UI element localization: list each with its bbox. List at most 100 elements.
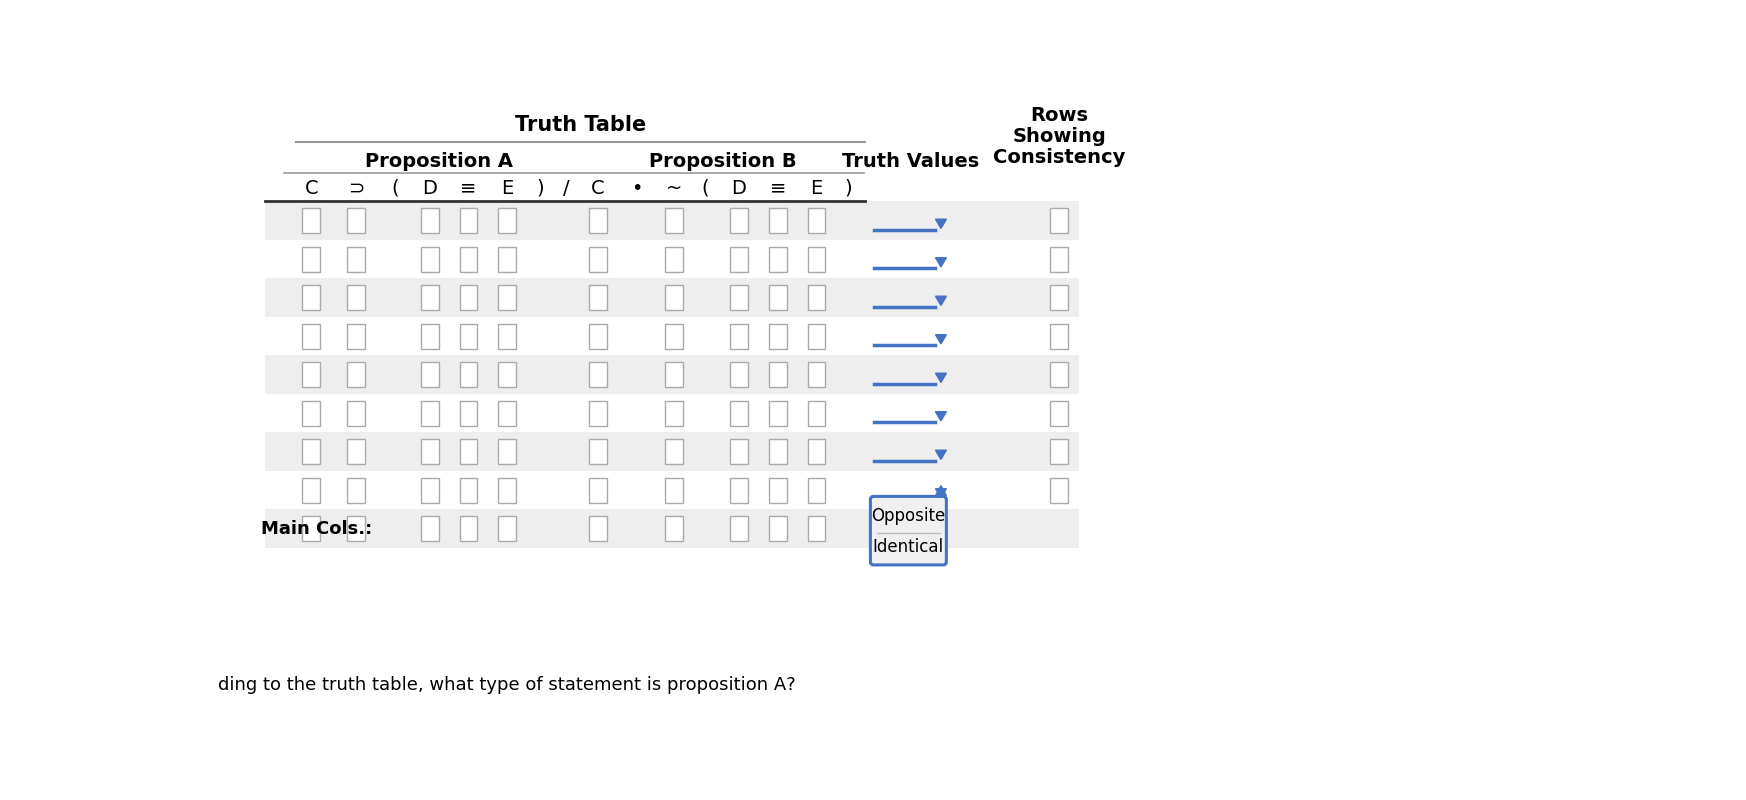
Text: /: / — [562, 179, 569, 198]
FancyBboxPatch shape — [768, 401, 787, 426]
FancyBboxPatch shape — [498, 478, 517, 502]
FancyBboxPatch shape — [588, 401, 608, 426]
FancyBboxPatch shape — [1049, 362, 1069, 387]
FancyBboxPatch shape — [498, 439, 517, 464]
FancyBboxPatch shape — [808, 247, 826, 271]
FancyBboxPatch shape — [459, 517, 477, 541]
FancyBboxPatch shape — [347, 478, 365, 502]
FancyBboxPatch shape — [1049, 439, 1069, 464]
FancyBboxPatch shape — [421, 247, 438, 271]
FancyBboxPatch shape — [421, 362, 438, 387]
Bar — [265, 202, 1079, 240]
Text: ~: ~ — [665, 179, 683, 198]
Text: ding to the truth table, what type of statement is proposition A?: ding to the truth table, what type of st… — [218, 676, 796, 694]
FancyBboxPatch shape — [459, 362, 477, 387]
Text: ≡: ≡ — [461, 179, 477, 198]
FancyBboxPatch shape — [421, 324, 438, 349]
FancyBboxPatch shape — [665, 286, 683, 310]
FancyBboxPatch shape — [588, 478, 608, 502]
FancyBboxPatch shape — [730, 517, 747, 541]
FancyBboxPatch shape — [302, 362, 320, 387]
Text: Rows: Rows — [1030, 106, 1088, 125]
FancyBboxPatch shape — [808, 517, 826, 541]
FancyBboxPatch shape — [588, 324, 608, 349]
Text: ≡: ≡ — [770, 179, 786, 198]
Polygon shape — [936, 412, 946, 421]
Text: Truth Table: Truth Table — [515, 115, 646, 135]
Text: Identical: Identical — [873, 538, 945, 556]
FancyBboxPatch shape — [1049, 324, 1069, 349]
FancyBboxPatch shape — [768, 324, 787, 349]
Text: ): ) — [845, 179, 852, 198]
FancyBboxPatch shape — [1049, 209, 1069, 233]
Text: C: C — [304, 179, 318, 198]
FancyBboxPatch shape — [768, 209, 787, 233]
FancyBboxPatch shape — [302, 517, 320, 541]
FancyBboxPatch shape — [768, 362, 787, 387]
Text: (: ( — [702, 179, 709, 198]
Text: D: D — [732, 179, 747, 198]
FancyBboxPatch shape — [302, 478, 320, 502]
Bar — [265, 433, 1079, 471]
FancyBboxPatch shape — [459, 286, 477, 310]
Bar — [265, 240, 1079, 278]
Text: D: D — [423, 179, 436, 198]
Text: Main Cols.:: Main Cols.: — [260, 520, 372, 538]
FancyBboxPatch shape — [588, 247, 608, 271]
FancyBboxPatch shape — [768, 247, 787, 271]
FancyBboxPatch shape — [871, 496, 946, 565]
FancyBboxPatch shape — [588, 286, 608, 310]
FancyBboxPatch shape — [730, 286, 747, 310]
Polygon shape — [936, 296, 946, 306]
FancyBboxPatch shape — [498, 362, 517, 387]
FancyBboxPatch shape — [347, 247, 365, 271]
FancyBboxPatch shape — [498, 324, 517, 349]
FancyBboxPatch shape — [459, 401, 477, 426]
FancyBboxPatch shape — [459, 247, 477, 271]
FancyBboxPatch shape — [730, 401, 747, 426]
FancyBboxPatch shape — [421, 401, 438, 426]
Polygon shape — [936, 486, 946, 496]
Bar — [265, 394, 1079, 433]
Text: Opposite: Opposite — [871, 507, 946, 526]
Text: C: C — [592, 179, 604, 198]
FancyBboxPatch shape — [1049, 286, 1069, 310]
FancyBboxPatch shape — [730, 324, 747, 349]
FancyBboxPatch shape — [588, 439, 608, 464]
FancyBboxPatch shape — [1049, 401, 1069, 426]
Bar — [265, 471, 1079, 510]
FancyBboxPatch shape — [459, 439, 477, 464]
Text: Showing: Showing — [1013, 126, 1105, 146]
Text: •: • — [630, 179, 643, 198]
FancyBboxPatch shape — [459, 324, 477, 349]
Bar — [265, 355, 1079, 394]
FancyBboxPatch shape — [730, 362, 747, 387]
FancyBboxPatch shape — [302, 439, 320, 464]
FancyBboxPatch shape — [808, 286, 826, 310]
FancyBboxPatch shape — [808, 478, 826, 502]
FancyBboxPatch shape — [730, 247, 747, 271]
Text: Proposition B: Proposition B — [650, 152, 796, 171]
Polygon shape — [936, 373, 946, 382]
FancyBboxPatch shape — [808, 209, 826, 233]
FancyBboxPatch shape — [588, 517, 608, 541]
FancyBboxPatch shape — [808, 439, 826, 464]
Bar — [265, 278, 1079, 317]
Polygon shape — [936, 489, 946, 498]
FancyBboxPatch shape — [421, 517, 438, 541]
FancyBboxPatch shape — [421, 478, 438, 502]
Text: Truth Values: Truth Values — [842, 152, 980, 171]
FancyBboxPatch shape — [347, 324, 365, 349]
FancyBboxPatch shape — [421, 286, 438, 310]
FancyBboxPatch shape — [808, 324, 826, 349]
FancyBboxPatch shape — [730, 439, 747, 464]
FancyBboxPatch shape — [421, 439, 438, 464]
FancyBboxPatch shape — [808, 401, 826, 426]
FancyBboxPatch shape — [665, 247, 683, 271]
Polygon shape — [936, 489, 946, 498]
FancyBboxPatch shape — [730, 478, 747, 502]
Polygon shape — [936, 258, 946, 267]
Polygon shape — [936, 219, 946, 229]
FancyBboxPatch shape — [347, 209, 365, 233]
FancyBboxPatch shape — [459, 478, 477, 502]
